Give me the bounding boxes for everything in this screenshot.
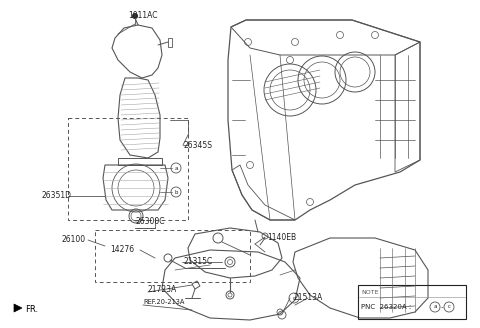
Text: FR.: FR.: [25, 305, 38, 315]
Text: 26351D: 26351D: [42, 192, 72, 200]
Text: 21723A: 21723A: [148, 285, 177, 295]
Text: 21513A: 21513A: [293, 294, 322, 302]
Text: a: a: [174, 166, 178, 171]
Bar: [358, 285, 466, 319]
Bar: [95, 230, 250, 282]
Text: c: c: [447, 304, 451, 310]
Text: NOTE: NOTE: [361, 290, 379, 295]
Text: 26300C: 26300C: [135, 217, 165, 226]
Text: -: -: [441, 304, 444, 310]
Text: b: b: [174, 190, 178, 195]
Text: REF.20-213A: REF.20-213A: [143, 299, 184, 305]
Text: 26100: 26100: [62, 236, 86, 244]
Polygon shape: [14, 304, 22, 312]
Circle shape: [132, 13, 137, 18]
Bar: [68, 118, 188, 220]
Text: 14276: 14276: [110, 245, 134, 255]
Text: 21315C: 21315C: [183, 257, 212, 266]
Text: a: a: [433, 304, 437, 310]
Text: PNC  26320A :: PNC 26320A :: [361, 304, 413, 310]
Text: c: c: [292, 296, 296, 300]
Text: 26345S: 26345S: [183, 140, 212, 150]
Text: 1011AC: 1011AC: [128, 11, 157, 20]
Text: 1140EB: 1140EB: [267, 233, 296, 241]
